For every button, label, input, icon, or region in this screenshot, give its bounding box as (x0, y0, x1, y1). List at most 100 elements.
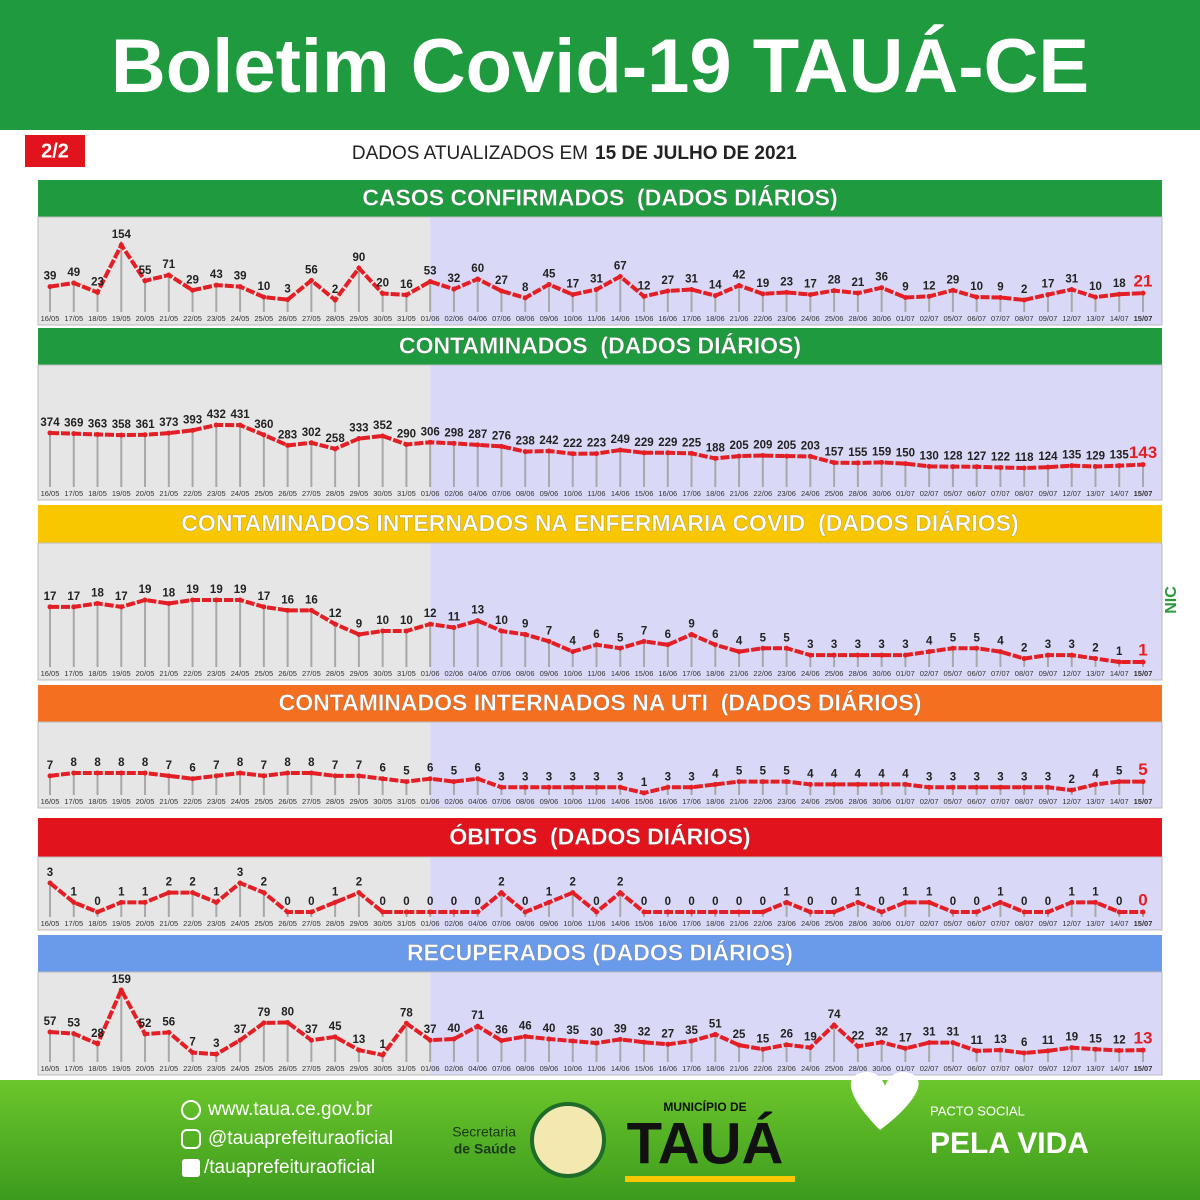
value-label: 1 (997, 886, 1004, 898)
date-label: 27/05 (302, 489, 321, 498)
date-label: 22/05 (183, 314, 202, 323)
value-label: 135 (1062, 450, 1082, 462)
instagram[interactable]: @tauaprefeituraoficial (208, 1128, 393, 1149)
value-label: 10 (1089, 281, 1102, 293)
data-point (142, 770, 148, 776)
data-point (736, 283, 742, 289)
value-label: 1 (1138, 640, 1147, 659)
facebook[interactable]: /tauaprefeituraoficial (204, 1157, 375, 1178)
data-point (356, 773, 362, 779)
value-label: 2 (1021, 284, 1027, 296)
value-label: 12 (329, 608, 342, 620)
date-label: 04/06 (468, 489, 487, 498)
value-label: 5 (760, 632, 767, 644)
value-label: 40 (448, 1023, 461, 1035)
date-label: 20/05 (136, 1064, 155, 1073)
value-label: 2 (356, 877, 362, 889)
data-point (594, 784, 599, 790)
data-point (1045, 784, 1051, 790)
date-label: 25/06 (825, 314, 844, 323)
past-background (38, 365, 431, 500)
date-label: 18/06 (706, 919, 725, 928)
date-label: 15/07 (1134, 1064, 1153, 1073)
value-label: 3 (237, 867, 243, 879)
date-label: 15/06 (635, 797, 654, 806)
data-point (213, 899, 219, 905)
date-label: 18/06 (706, 1064, 725, 1073)
value-label: 18 (1113, 278, 1126, 290)
chart-title: CASOS CONFIRMADOS (DADOS DIÁRIOS) (362, 184, 837, 211)
data-point (522, 1033, 528, 1039)
date-label: 21/06 (730, 489, 749, 498)
data-point (950, 909, 956, 915)
value-label: 0 (688, 896, 694, 908)
date-label: 02/06 (445, 314, 464, 323)
data-point (356, 631, 362, 637)
value-label: 4 (831, 768, 838, 780)
data-point (641, 909, 647, 915)
data-point (213, 597, 219, 603)
data-point (237, 422, 243, 428)
data-point (451, 779, 457, 785)
date-label: 24/06 (801, 314, 820, 323)
date-label: 30/05 (373, 797, 392, 806)
website[interactable]: www.taua.ce.gov.br (207, 1099, 373, 1120)
data-point (641, 638, 647, 644)
data-point (997, 1047, 1003, 1053)
data-point (617, 645, 623, 651)
page-badge (25, 135, 85, 167)
date-label: 22/06 (753, 669, 772, 678)
data-point (665, 784, 671, 790)
data-point (1140, 909, 1146, 915)
value-label: 7 (261, 760, 267, 772)
value-label: 1 (783, 886, 790, 898)
header-band (38, 505, 1162, 543)
date-label: 08/06 (516, 669, 535, 678)
date-label: 16/05 (41, 797, 60, 806)
data-point (997, 784, 1003, 790)
date-label: 19/05 (112, 797, 131, 806)
date-label: 29/05 (350, 919, 369, 928)
value-label: 1 (902, 886, 909, 898)
date-label: 26/05 (278, 669, 297, 678)
data-point (784, 645, 790, 651)
data-point (95, 600, 101, 606)
data-point (736, 909, 742, 915)
panel-border (37, 216, 1163, 326)
data-point (617, 273, 623, 279)
data-point (71, 431, 77, 437)
data-point (926, 1040, 932, 1046)
value-label: 0 (593, 896, 599, 908)
data-point (665, 909, 671, 915)
date-label: 23/05 (207, 669, 226, 678)
date-label: 22/05 (183, 1064, 202, 1073)
data-point (166, 600, 172, 606)
data-point (475, 618, 481, 624)
date-label: 25/05 (254, 669, 273, 678)
data-point (1021, 909, 1027, 915)
data-point (47, 1029, 53, 1035)
date-label: 31/05 (397, 919, 416, 928)
value-label: 2 (570, 877, 576, 889)
data-point (71, 280, 77, 286)
date-label: 23/05 (207, 489, 226, 498)
chart-title: CONTAMINADOS (DADOS DIÁRIOS) (399, 332, 801, 359)
data-point (1045, 292, 1051, 298)
date-label: 25/05 (254, 797, 273, 806)
value-label: 19 (139, 584, 152, 596)
date-label: 15/07 (1134, 797, 1153, 806)
past-background (38, 722, 431, 808)
value-label: 0 (807, 896, 813, 908)
date-label: 11/06 (587, 797, 605, 806)
date-label: 18/06 (706, 314, 725, 323)
side-logo: NIC (1163, 586, 1180, 614)
date-label: 02/07 (920, 489, 939, 498)
data-point (807, 909, 813, 915)
data-point (47, 773, 53, 779)
data-point (1116, 909, 1122, 915)
data-point (926, 649, 932, 655)
value-label: 18 (91, 587, 104, 599)
data-point (190, 890, 196, 896)
date-label: 25/05 (254, 314, 273, 323)
chart-title: RECUPERADOS (DADOS DIÁRIOS) (407, 939, 793, 966)
